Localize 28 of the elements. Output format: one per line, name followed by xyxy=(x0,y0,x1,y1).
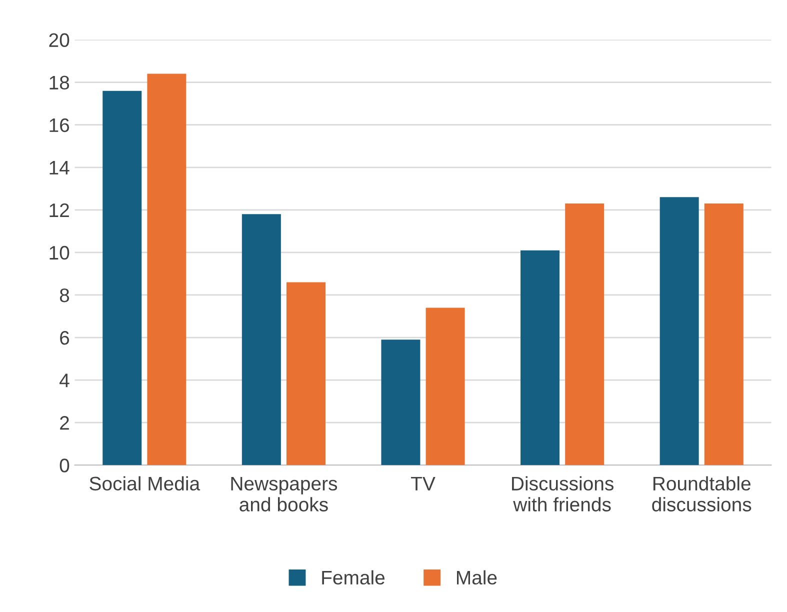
bar xyxy=(520,250,560,466)
y-tick-label: 20 xyxy=(49,33,70,48)
legend-label: Female xyxy=(322,570,385,585)
bar xyxy=(426,308,465,466)
legend-label: Male xyxy=(456,570,497,585)
bar xyxy=(286,282,326,466)
x-tick-label: Newspapers and books xyxy=(231,476,338,512)
x-tick-label: Roundtable discussions xyxy=(652,476,752,512)
x-tick-label: TV xyxy=(411,476,436,490)
x-tick-label: Social Media xyxy=(90,476,200,491)
y-tick-label: 8 xyxy=(60,288,70,302)
y-tick-label: 16 xyxy=(50,118,70,132)
y-tick-label: 6 xyxy=(60,330,70,345)
y-tick-label: 0 xyxy=(60,458,70,472)
y-tick-label: 14 xyxy=(50,161,70,174)
x-tick-label: Discussions with friends xyxy=(512,476,614,512)
y-tick-label: 2 xyxy=(60,416,69,430)
bar xyxy=(381,340,420,466)
bar xyxy=(704,204,744,466)
bar xyxy=(660,197,699,466)
bar xyxy=(565,204,604,466)
bar xyxy=(102,90,142,466)
y-tick-label: 10 xyxy=(50,246,70,260)
y-tick-label: 18 xyxy=(50,76,70,90)
bar xyxy=(147,74,186,466)
bar xyxy=(242,214,281,466)
y-tick-label: 12 xyxy=(50,203,69,217)
y-tick-label: 4 xyxy=(60,374,70,388)
